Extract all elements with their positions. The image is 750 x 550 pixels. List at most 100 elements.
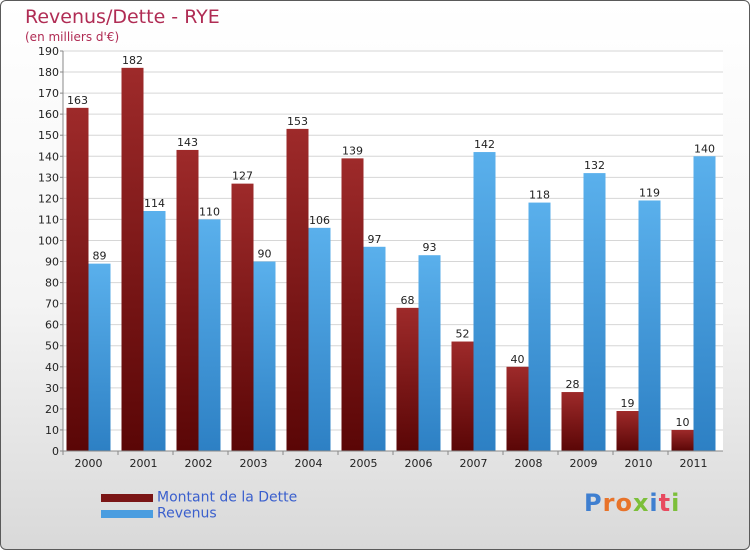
- y-tick-label: 80: [45, 277, 59, 290]
- bar-revenus: [198, 219, 221, 451]
- bar-revenus: [638, 200, 661, 451]
- x-tick-label: 2006: [405, 457, 433, 470]
- bar-revenus: [528, 202, 551, 451]
- data-label-dette: 163: [67, 94, 88, 107]
- data-label-revenus: 90: [258, 248, 272, 261]
- bar-dette: [561, 392, 584, 451]
- data-label-dette: 10: [676, 416, 690, 429]
- chart-subtitle: (en milliers d'€): [25, 30, 120, 44]
- data-label-dette: 68: [401, 294, 415, 307]
- y-tick-label: 150: [38, 129, 59, 142]
- data-label-revenus: 114: [144, 197, 165, 210]
- data-label-revenus: 132: [584, 159, 605, 172]
- y-tick-label: 70: [45, 298, 59, 311]
- data-label-revenus: 106: [309, 214, 330, 227]
- bar-dette: [396, 307, 419, 451]
- logo-letter: r: [602, 489, 616, 517]
- data-label-dette: 182: [122, 54, 143, 67]
- data-label-dette: 127: [232, 170, 253, 183]
- x-tick-label: 2008: [515, 457, 543, 470]
- data-label-dette: 143: [177, 136, 198, 149]
- logo-letter: x: [632, 489, 650, 517]
- data-label-revenus: 93: [423, 241, 437, 254]
- data-label-revenus: 110: [199, 205, 220, 218]
- legend-swatch-revenus: [101, 509, 153, 518]
- x-tick-label: 2007: [460, 457, 488, 470]
- y-tick-label: 10: [45, 424, 59, 437]
- data-label-dette: 28: [566, 378, 580, 391]
- bar-revenus: [583, 173, 606, 451]
- y-tick-label: 40: [45, 361, 59, 374]
- data-label-dette: 40: [511, 353, 525, 366]
- bar-dette: [176, 149, 199, 451]
- bar-dette: [341, 158, 364, 452]
- x-tick-label: 2009: [570, 457, 598, 470]
- legend-item-dette: Montant de la Dette: [101, 487, 298, 506]
- bar-dette: [671, 429, 694, 451]
- data-label-revenus: 89: [93, 250, 107, 263]
- data-label-dette: 52: [456, 328, 470, 341]
- data-label-revenus: 118: [529, 189, 550, 202]
- x-tick-label: 2010: [625, 457, 653, 470]
- plot-area: [63, 51, 723, 451]
- y-tick-label: 120: [38, 192, 59, 205]
- x-tick-label: 2003: [240, 457, 268, 470]
- bar-dette: [286, 128, 309, 451]
- x-tick-label: 2005: [350, 457, 378, 470]
- y-tick-label: 140: [38, 150, 59, 163]
- y-tick-label: 60: [45, 319, 59, 332]
- x-tick-label: 2000: [75, 457, 103, 470]
- logo-letter: o: [615, 489, 633, 517]
- legend-swatch-dette: [101, 493, 153, 502]
- data-label-dette: 139: [342, 144, 363, 157]
- legend-label-revenus: Revenus: [157, 505, 217, 522]
- bar-dette: [616, 411, 639, 451]
- y-tick-label: 160: [38, 108, 59, 121]
- legend-item-revenus: Revenus: [101, 503, 297, 522]
- bar-dette: [506, 366, 529, 451]
- bar-revenus: [363, 246, 386, 451]
- data-label-dette: 19: [621, 397, 635, 410]
- bar-revenus: [143, 211, 166, 451]
- legend-label-dette: Montant de la Dette: [157, 489, 298, 506]
- bar-revenus: [693, 156, 716, 451]
- proxiti-logo: Proxiti: [584, 489, 680, 517]
- logo-letter: i: [671, 489, 681, 517]
- y-tick-label: 50: [45, 340, 59, 353]
- bar-dette: [451, 341, 474, 451]
- y-tick-label: 190: [38, 45, 59, 58]
- bar-revenus: [473, 152, 496, 452]
- x-tick-label: 2004: [295, 457, 323, 470]
- bar-revenus: [88, 263, 111, 451]
- bar-revenus: [253, 261, 276, 451]
- y-tick-label: 30: [45, 382, 59, 395]
- logo-letter: P: [584, 489, 603, 517]
- data-label-dette: 153: [287, 115, 308, 128]
- y-tick-label: 0: [52, 445, 59, 458]
- data-label-revenus: 140: [694, 142, 715, 155]
- chart-title: Revenus/Dette - RYE: [25, 6, 220, 28]
- y-tick-label: 110: [38, 213, 59, 226]
- bar-revenus: [418, 255, 441, 451]
- logo-letter: t: [658, 489, 672, 517]
- data-label-revenus: 97: [368, 233, 382, 246]
- y-tick-label: 100: [38, 234, 59, 247]
- bar-dette: [66, 107, 89, 451]
- y-tick-label: 180: [38, 66, 59, 79]
- x-tick-label: 2001: [130, 457, 158, 470]
- bar-revenus: [308, 227, 331, 451]
- y-tick-label: 20: [45, 403, 59, 416]
- data-label-revenus: 119: [639, 186, 660, 199]
- y-tick-label: 170: [38, 87, 59, 100]
- bar-dette: [231, 183, 254, 451]
- y-tick-label: 130: [38, 171, 59, 184]
- bar-dette: [121, 67, 144, 451]
- legend: Montant de la Dette Revenus: [101, 487, 298, 522]
- y-tick-label: 90: [45, 256, 59, 269]
- data-label-revenus: 142: [474, 138, 495, 151]
- x-tick-label: 2002: [185, 457, 213, 470]
- logo-letter: i: [649, 489, 659, 517]
- x-tick-label: 2011: [680, 457, 708, 470]
